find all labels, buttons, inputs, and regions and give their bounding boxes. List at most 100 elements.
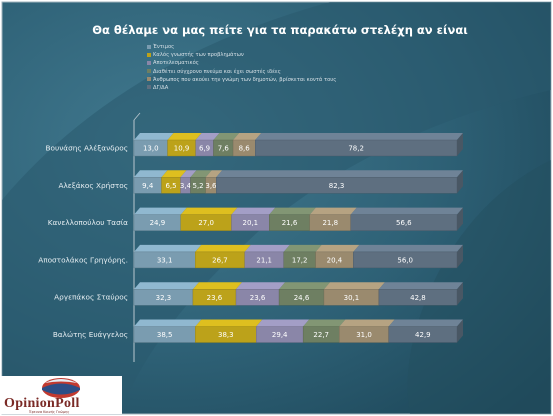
bar-top-face — [190, 170, 212, 178]
bar-top-face — [315, 244, 360, 252]
data-label: 6,9 — [199, 145, 210, 153]
data-label: 29,4 — [272, 331, 288, 339]
bar-top-face — [195, 244, 251, 252]
data-label: 32,3 — [156, 294, 172, 302]
bar-top-face — [269, 207, 316, 215]
y-axis-depth — [133, 112, 141, 121]
bar-top-face — [134, 133, 174, 140]
bar-top-face — [378, 282, 463, 290]
data-label: 24,6 — [294, 294, 310, 302]
category-label: Βαλώτης Ευάγγελος — [53, 330, 128, 339]
data-label: 5,2 — [193, 182, 204, 190]
bar-top-face — [353, 244, 463, 252]
bar-segment — [378, 282, 463, 306]
data-label: 6,5 — [165, 182, 176, 190]
legend-item: ΔΓ/ΔΑ — [147, 84, 387, 92]
bar-side-face — [457, 133, 463, 156]
bar-segment — [255, 133, 463, 157]
data-label: 20,1 — [243, 219, 259, 227]
legend-item: Άνθρωπος που ακούει την γνώμη των δημοτώ… — [147, 76, 387, 84]
bar-top-face — [283, 244, 322, 252]
bar-segment — [235, 282, 286, 306]
bar-segment — [195, 133, 220, 157]
bar-top-face — [161, 170, 187, 178]
data-label: 82,3 — [329, 182, 345, 190]
bar-segment — [302, 319, 346, 343]
bar-top-face — [134, 244, 202, 252]
data-label: 9,4 — [142, 182, 154, 190]
data-label: 56,6 — [396, 219, 412, 227]
bar-segment — [216, 170, 463, 194]
chart-legend: Έντιμος Καλός γνωστής των προβλημάτων Αποτ… — [147, 43, 387, 92]
data-label: 21,6 — [282, 219, 298, 227]
category-label: Αλεξάκος Χρήστος — [58, 181, 128, 190]
legend-label: Άνθρωπος που ακούει την γνώμη των δημοτώ… — [153, 76, 337, 83]
legend-swatch — [147, 60, 151, 65]
bar-segment — [309, 207, 357, 231]
data-label: 8,6 — [239, 145, 251, 153]
bar-top-face — [180, 170, 197, 178]
bar-segment — [350, 207, 463, 231]
bar-segment — [180, 207, 238, 231]
category-label: Κανελλοπούλου Τασία — [48, 218, 128, 227]
data-label: 21,8 — [322, 219, 338, 227]
legend-swatch — [147, 52, 151, 57]
bar-segment — [190, 170, 212, 194]
bar-top-face — [134, 282, 199, 290]
slide-title: Θα θέλαμε να μας πείτε για τα παρακάτω σ… — [92, 23, 468, 37]
data-label: 38,3 — [218, 331, 234, 339]
data-label: 10,9 — [174, 145, 190, 153]
bar-segment — [195, 244, 251, 269]
bar-segment — [195, 319, 263, 343]
bar-top-face — [216, 170, 463, 178]
legend-item: Έντιμος — [147, 43, 387, 51]
bar-segment — [231, 207, 276, 231]
bar-segment — [244, 244, 290, 269]
data-label: 13,0 — [143, 145, 159, 153]
bar-top-face — [256, 319, 310, 327]
category-label: Αργεπάκος Σταύρος — [54, 293, 128, 302]
data-label: 78,2 — [348, 145, 364, 153]
bar-segment — [161, 170, 187, 194]
bar-segment — [133, 207, 187, 231]
data-label: 21,1 — [256, 257, 272, 265]
legend-item: Διαθέτει σύγχρονο πνεύμα και έχει σωστές… — [147, 68, 387, 76]
logo-mark-icon — [42, 378, 80, 398]
legend-label: Καλός γνωστής των προβλημάτων — [153, 52, 244, 59]
bar-top-face — [388, 319, 463, 327]
legend-item: Αποτελεσματικός — [147, 59, 387, 67]
data-label: 3,4 — [180, 182, 192, 190]
bar-segment — [315, 244, 360, 269]
data-label: 38,5 — [157, 331, 173, 339]
bar-segment — [133, 244, 202, 269]
bar-segment — [388, 319, 463, 343]
bar-top-face — [279, 282, 330, 290]
data-label: 24,9 — [150, 219, 166, 227]
bar-top-face — [233, 133, 262, 140]
bar-top-face — [167, 133, 202, 140]
legend-swatch — [147, 69, 151, 74]
bar-top-face — [231, 207, 276, 215]
bar-side-face — [457, 207, 463, 231]
bar-segment — [133, 319, 202, 343]
bar-segment — [269, 207, 316, 231]
bar-top-face — [255, 133, 463, 140]
bar-segment — [232, 133, 262, 157]
legend-swatch — [147, 77, 151, 82]
bar-top-face — [134, 207, 187, 215]
data-label: 23,6 — [207, 294, 223, 302]
bar-top-face — [195, 133, 220, 140]
bar-top-face — [303, 319, 346, 327]
legend-label: Αποτελεσματικός — [153, 60, 199, 67]
data-label: 30,1 — [344, 294, 360, 302]
data-label: 7,6 — [218, 145, 230, 153]
data-label: 56,0 — [397, 257, 413, 265]
category-label: Αποστολάκος Γρηγόρης. — [38, 255, 128, 264]
legend-label: Διαθέτει σύγχρονο πνεύμα και έχει σωστές… — [153, 68, 281, 75]
bar-segment — [323, 282, 385, 306]
data-label: 20,4 — [327, 257, 343, 265]
bar-segment — [278, 282, 330, 306]
logo-subtext: Έρευνα Κοινής Γνώμης — [29, 410, 70, 414]
